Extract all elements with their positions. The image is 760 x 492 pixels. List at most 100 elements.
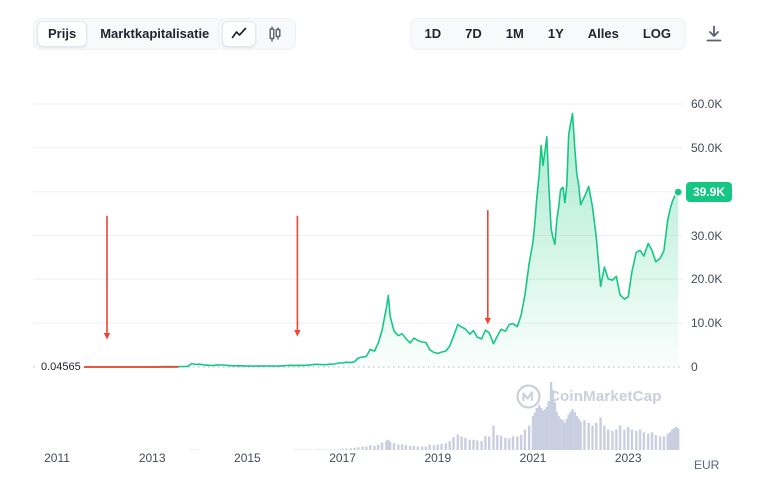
range-all-button[interactable]: Alles [577, 21, 630, 47]
volume-bar [357, 447, 360, 450]
x-axis-label: 2011 [44, 451, 70, 465]
watermark-text: CoinMarketCap [549, 388, 662, 405]
range-7d-button[interactable]: 7D [454, 21, 493, 47]
volume-bar [538, 405, 541, 450]
volume-bar [190, 449, 193, 450]
volume-bar [377, 444, 380, 450]
volume-bar [440, 443, 443, 450]
volume-bar [579, 421, 582, 450]
volume-bar [531, 416, 535, 450]
marketcap-tab[interactable]: Marktkapitalisatie [89, 21, 220, 47]
volume-bar [317, 449, 320, 450]
volume-bar [428, 444, 431, 450]
chart-type-toggle [218, 18, 296, 50]
volume-bar [480, 441, 483, 450]
volume-bar [392, 443, 396, 450]
x-axis-label: 2019 [424, 451, 452, 465]
price-tab[interactable]: Prijs [37, 21, 88, 47]
volume-bar [412, 445, 416, 450]
price-chart-svg [33, 103, 683, 450]
volume-bar [541, 410, 545, 450]
volume-bar [432, 445, 436, 450]
volume-bar [484, 435, 487, 450]
volume-bar [400, 444, 404, 450]
download-button[interactable] [704, 24, 724, 47]
volume-bar [533, 412, 537, 450]
volume-bar [670, 429, 674, 450]
volume-bar [555, 411, 558, 450]
volume-bar [543, 409, 547, 450]
current-price-dot [673, 187, 683, 197]
time-range-toggle: 1D 7D 1M 1Y Alles LOG [409, 18, 686, 50]
volume-bar [575, 416, 578, 450]
volume-bar [420, 446, 424, 450]
x-axis-label: 2017 [329, 451, 356, 465]
price-area [42, 113, 679, 367]
volume-bar [535, 407, 538, 450]
volume-bar [305, 449, 309, 450]
log-scale-button[interactable]: LOG [632, 21, 682, 47]
volume-bar [677, 428, 680, 450]
volume-bar [573, 411, 577, 450]
watermark: CoinMarketCap [515, 383, 662, 410]
volume-bar [674, 426, 677, 450]
volume-bar [647, 433, 650, 450]
volume-bar [595, 422, 598, 450]
halving-arrow [484, 210, 491, 325]
volume-bar [329, 449, 332, 450]
volume-bar [468, 439, 471, 450]
volume-bar [444, 443, 448, 450]
volume-bar [409, 445, 412, 450]
line-chart-type-button[interactable] [222, 21, 256, 47]
volume-bar [528, 425, 531, 450]
volume-bar [387, 439, 390, 450]
range-1m-button[interactable]: 1M [495, 21, 535, 47]
candlestick-chart-icon [269, 26, 281, 42]
volume-bar [365, 446, 368, 450]
y-axis-label: 0 [691, 360, 698, 374]
y-axis-unit-label: EUR [694, 458, 720, 472]
halving-arrow [294, 215, 301, 337]
volume-bar [539, 407, 543, 450]
volume-bar [436, 444, 439, 450]
y-axis-label: 60.0K [691, 97, 723, 111]
volume-bar [618, 425, 622, 450]
volume-bar [456, 434, 459, 450]
volume-bar [549, 382, 553, 450]
volume-bar [508, 438, 511, 450]
y-axis-label: 20.0K [691, 272, 723, 287]
range-1d-button[interactable]: 1D [414, 21, 453, 47]
volume-bar [496, 435, 499, 450]
volume-bar [630, 429, 634, 450]
volume-bar [559, 418, 562, 450]
halving-arrow [103, 215, 111, 340]
volume-bar [577, 418, 580, 450]
range-1y-button[interactable]: 1Y [537, 21, 575, 47]
y-axis-label: 30.0K [691, 228, 723, 243]
volume-bar [615, 429, 618, 450]
volume-bar [561, 420, 565, 450]
volume-bar [448, 441, 451, 450]
volume-bar [511, 436, 515, 450]
volume-bar [353, 448, 356, 450]
x-axis-label: 2023 [614, 451, 642, 465]
volume-bar [611, 431, 614, 450]
candlestick-chart-type-button[interactable] [258, 21, 292, 47]
volume-bar [397, 444, 400, 450]
volume-bar [389, 441, 392, 450]
volume-bar [547, 401, 550, 450]
volume-bar [519, 435, 523, 450]
start-price-label: 0.04565 [38, 360, 84, 374]
volume-bar [635, 431, 638, 450]
y-axis-label: 50.0K [691, 140, 723, 155]
volume-bar [460, 436, 463, 450]
volume-bar [654, 435, 657, 450]
volume-bar [464, 437, 467, 450]
price-chart[interactable] [33, 80, 683, 450]
volume-bar [553, 402, 557, 450]
volume-bar [452, 437, 455, 450]
current-price-badge: 39.9K [686, 182, 733, 202]
volume-bar [309, 449, 312, 450]
volume-bar [516, 436, 519, 450]
x-axis-labels: 2011 2013 2015 2017 2019 2021 2023 [33, 451, 683, 471]
